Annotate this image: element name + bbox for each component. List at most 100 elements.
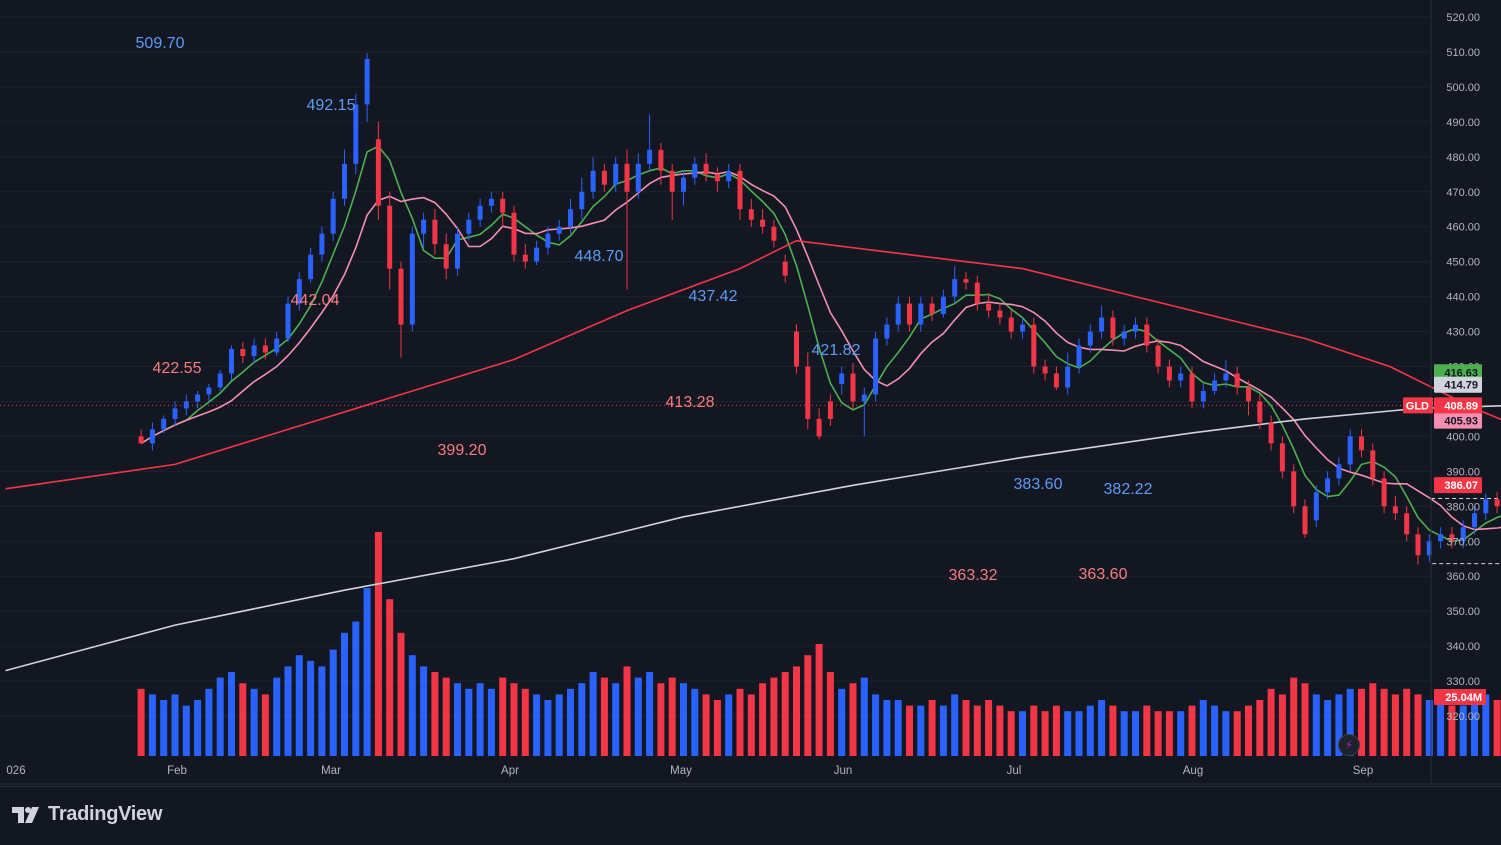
volume-bar: [205, 689, 212, 756]
volume-bar: [1279, 694, 1286, 756]
volume-bar: [703, 694, 710, 756]
y-tick-label: 320.00: [1446, 711, 1480, 723]
replay-button[interactable]: ⚡: [1338, 734, 1360, 756]
volume-bar: [996, 706, 1003, 756]
ma-slow-badge: 386.07: [1434, 477, 1482, 493]
candle[interactable]: [410, 227, 415, 332]
volume-bar: [737, 689, 744, 756]
volume-bar: [838, 689, 845, 756]
brand-name: TradingView: [48, 803, 162, 826]
volume-bar: [624, 666, 631, 756]
volume-bar: [1234, 711, 1241, 756]
volume-bar: [172, 694, 179, 756]
price-annotation-high: 492.15: [307, 97, 356, 114]
price-annotation-high: 437.42: [689, 288, 738, 305]
volume-bar: [782, 672, 789, 756]
volume-bar: [1166, 711, 1173, 756]
volume-bar: [635, 678, 642, 756]
y-tick-label: 520.00: [1446, 12, 1480, 24]
volume-bar: [1053, 706, 1060, 756]
price-annotation-low: 422.55: [153, 360, 202, 377]
volume-bar: [850, 683, 857, 756]
y-tick-label: 430.00: [1446, 327, 1480, 339]
volume-bar: [940, 706, 947, 756]
volume-bar: [285, 666, 292, 756]
volume-bar: [228, 672, 235, 756]
volume-bar: [906, 706, 913, 756]
volume-bar: [612, 683, 619, 756]
volume-bar: [1302, 683, 1309, 756]
ma-mid-badge: 405.93: [1434, 413, 1482, 429]
volume-bar: [296, 655, 303, 756]
volume-bar: [1268, 689, 1275, 756]
volume-bar: [488, 689, 495, 756]
x-tick-label: Mar: [321, 765, 341, 777]
volume-bar: [646, 672, 653, 756]
volume-bar: [522, 689, 529, 756]
price-chart[interactable]: 509.70492.15422.55442.04448.70399.20437.…: [0, 0, 1501, 786]
candle[interactable]: [331, 192, 336, 241]
volume-bar: [443, 678, 450, 756]
volume-bar: [827, 672, 834, 756]
y-tick-label: 480.00: [1446, 152, 1480, 164]
volume-bar: [1256, 700, 1263, 756]
volume-bar: [963, 700, 970, 756]
volume-bar: [341, 633, 348, 756]
tradingview-logo[interactable]: TradingView: [12, 803, 162, 826]
price-annotation-low: 363.32: [949, 567, 998, 584]
volume-bar: [1064, 711, 1071, 756]
candle[interactable]: [1031, 318, 1036, 374]
volume-bar: [1381, 689, 1388, 756]
candle[interactable]: [794, 325, 799, 374]
volume-bar: [273, 678, 280, 756]
volume-bar: [759, 683, 766, 756]
volume-bar: [1369, 683, 1376, 756]
y-tick-label: 460.00: [1446, 222, 1480, 234]
x-tick-label: Jun: [834, 765, 853, 777]
volume-bar: [725, 694, 732, 756]
tradingview-logo-icon: [12, 807, 42, 823]
volume-bar: [872, 694, 879, 756]
x-tick-label: Aug: [1183, 765, 1203, 777]
price-annotation-high: 509.70: [136, 35, 185, 52]
volume-bar: [1155, 711, 1162, 756]
last-price-badge: 408.89: [1434, 397, 1482, 413]
svg-text:25.04M: 25.04M: [1445, 692, 1482, 704]
volume-bar: [770, 678, 777, 756]
volume-bar: [895, 700, 902, 756]
volume-bar: [1098, 700, 1105, 756]
volume-bar: [149, 694, 156, 756]
volume-bar: [578, 683, 585, 756]
footer-bar: TradingView: [0, 786, 1501, 845]
volume-bar: [1290, 678, 1297, 756]
y-tick-label: 390.00: [1446, 466, 1480, 478]
x-tick-label: Sep: [1353, 765, 1373, 777]
volume-bar: [352, 622, 359, 756]
volume-bar: [917, 706, 924, 756]
volume-bar: [239, 683, 246, 756]
price-annotation-high: 383.60: [1014, 476, 1063, 493]
volume-bar: [804, 655, 811, 756]
volume-bar: [1109, 706, 1116, 756]
candle[interactable]: [512, 206, 517, 262]
volume-bar: [974, 706, 981, 756]
y-tick-label: 400.00: [1446, 431, 1480, 443]
volume-bar: [1313, 694, 1320, 756]
candle[interactable]: [1291, 464, 1296, 513]
candle[interactable]: [873, 332, 878, 402]
volume-bar: [1426, 700, 1433, 756]
volume-bar: [454, 683, 461, 756]
volume-bar: [1143, 706, 1150, 756]
volume-bar: [567, 689, 574, 756]
price-annotation-high: 382.22: [1104, 481, 1153, 498]
volume-bar: [217, 678, 224, 756]
candle[interactable]: [455, 227, 460, 276]
x-tick-label: 026: [6, 765, 25, 777]
volume-bar: [1494, 700, 1501, 756]
volume-bar: [556, 694, 563, 756]
price-annotation-low: 442.04: [291, 292, 340, 309]
volume-bar: [601, 678, 608, 756]
volume-bar: [1042, 711, 1049, 756]
volume-bar: [1030, 706, 1037, 756]
volume-bar: [1392, 694, 1399, 756]
